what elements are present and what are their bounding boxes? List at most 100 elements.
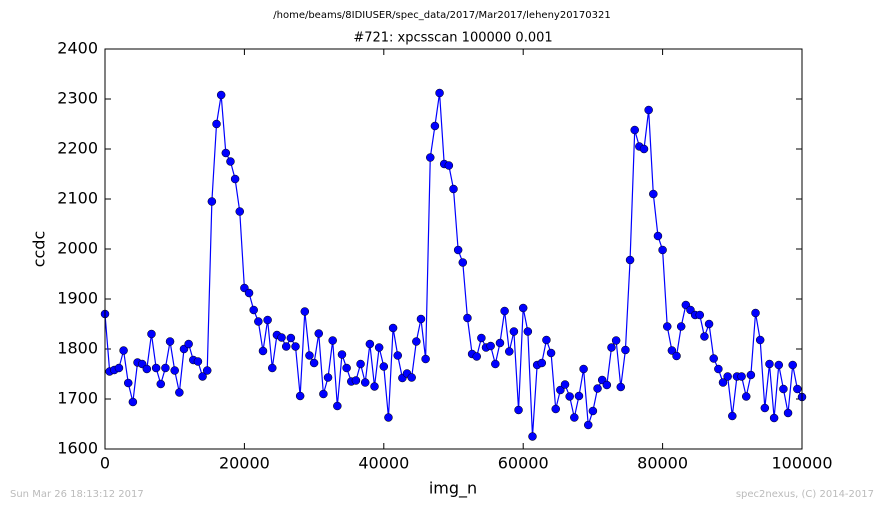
- data-point: [723, 372, 732, 381]
- data-point: [226, 157, 235, 166]
- data-point: [574, 391, 584, 401]
- y-tick-label: 1700: [57, 389, 98, 408]
- data-point: [570, 413, 579, 422]
- data-point: [700, 332, 709, 341]
- data-point: [212, 119, 221, 129]
- data-point: [625, 255, 635, 265]
- plot-frame: [104, 48, 803, 450]
- data-point: [323, 373, 333, 382]
- data-point: [207, 197, 217, 206]
- data-point: [319, 389, 328, 399]
- data-point: [184, 339, 193, 349]
- y-tick-label: 2000: [57, 239, 98, 258]
- data-point: [435, 88, 444, 98]
- data-point: [653, 231, 663, 241]
- data-point: [263, 315, 272, 325]
- data-point: [165, 337, 175, 346]
- data-point: [254, 317, 263, 326]
- data-point: [142, 364, 152, 374]
- data-point: [370, 382, 379, 391]
- data-point: [486, 341, 495, 351]
- data-point: [793, 384, 802, 394]
- data-point: [542, 335, 551, 345]
- data-point: [704, 319, 714, 329]
- data-point: [500, 306, 509, 316]
- data-point: [328, 336, 337, 345]
- data-point: [360, 378, 370, 387]
- data-point: [277, 333, 286, 342]
- data-point: [769, 413, 779, 423]
- data-point: [607, 343, 616, 352]
- x-tick-label: 0: [100, 454, 110, 473]
- data-point: [119, 346, 128, 355]
- chart-title: #721: xpcsscan 100000 0.001: [353, 31, 552, 46]
- data-point: [281, 342, 291, 351]
- data-point: [295, 391, 305, 401]
- x-tick-label: 60000: [498, 454, 549, 473]
- data-point: [621, 345, 630, 355]
- data-point: [779, 384, 788, 394]
- data-point: [161, 363, 170, 373]
- data-point: [676, 322, 686, 331]
- data-point: [249, 305, 258, 315]
- data-point: [365, 339, 375, 349]
- x-axis-label: img_n: [429, 479, 477, 499]
- data-point: [309, 358, 319, 368]
- data-point: [695, 310, 705, 320]
- data-point: [198, 372, 207, 381]
- data-point: [579, 364, 588, 374]
- data-point: [644, 105, 653, 115]
- data-point: [509, 327, 519, 336]
- data-point: [453, 245, 463, 255]
- data-point: [202, 366, 212, 375]
- data-point: [230, 174, 240, 184]
- x-tick-label: 20000: [219, 454, 270, 473]
- data-point: [556, 385, 565, 395]
- data-point: [718, 378, 728, 387]
- data-point: [286, 333, 296, 343]
- data-point: [630, 125, 639, 135]
- data-point: [658, 245, 667, 255]
- data-point: [667, 346, 677, 355]
- data-point: [374, 343, 384, 352]
- data-point: [505, 347, 514, 356]
- data-point: [393, 351, 402, 360]
- x-tick-label: 40000: [358, 454, 409, 473]
- data-point: [216, 90, 226, 100]
- data-point: [300, 307, 310, 316]
- data-point: [477, 333, 486, 343]
- data-point: [714, 364, 723, 374]
- data-point: [728, 411, 737, 421]
- data-point: [546, 348, 556, 358]
- data-point: [244, 288, 254, 298]
- data-point: [783, 408, 793, 418]
- y-tick-label: 1900: [57, 289, 98, 308]
- data-point: [305, 351, 314, 360]
- data-point: [602, 380, 612, 390]
- data-point: [611, 336, 621, 345]
- data-point: [444, 161, 454, 170]
- data-point: [379, 362, 389, 371]
- data-point: [114, 363, 124, 373]
- data-point: [755, 335, 765, 345]
- data-point: [746, 370, 756, 380]
- data-point: [523, 327, 533, 336]
- data-point: [351, 376, 361, 385]
- data-point: [356, 359, 365, 369]
- data-point: [170, 366, 179, 375]
- data-point: [221, 148, 231, 158]
- data-point: [788, 360, 797, 370]
- data-point: [333, 401, 342, 411]
- y-tick-label: 2100: [57, 189, 98, 208]
- data-point: [416, 314, 426, 324]
- y-tick-label: 2200: [57, 139, 98, 158]
- data-point: [649, 189, 658, 199]
- data-point: [458, 258, 468, 267]
- data-point: [472, 352, 481, 361]
- data-point: [314, 329, 323, 338]
- data-point: [760, 403, 770, 413]
- data-point: [175, 388, 184, 397]
- data-point: [639, 144, 649, 154]
